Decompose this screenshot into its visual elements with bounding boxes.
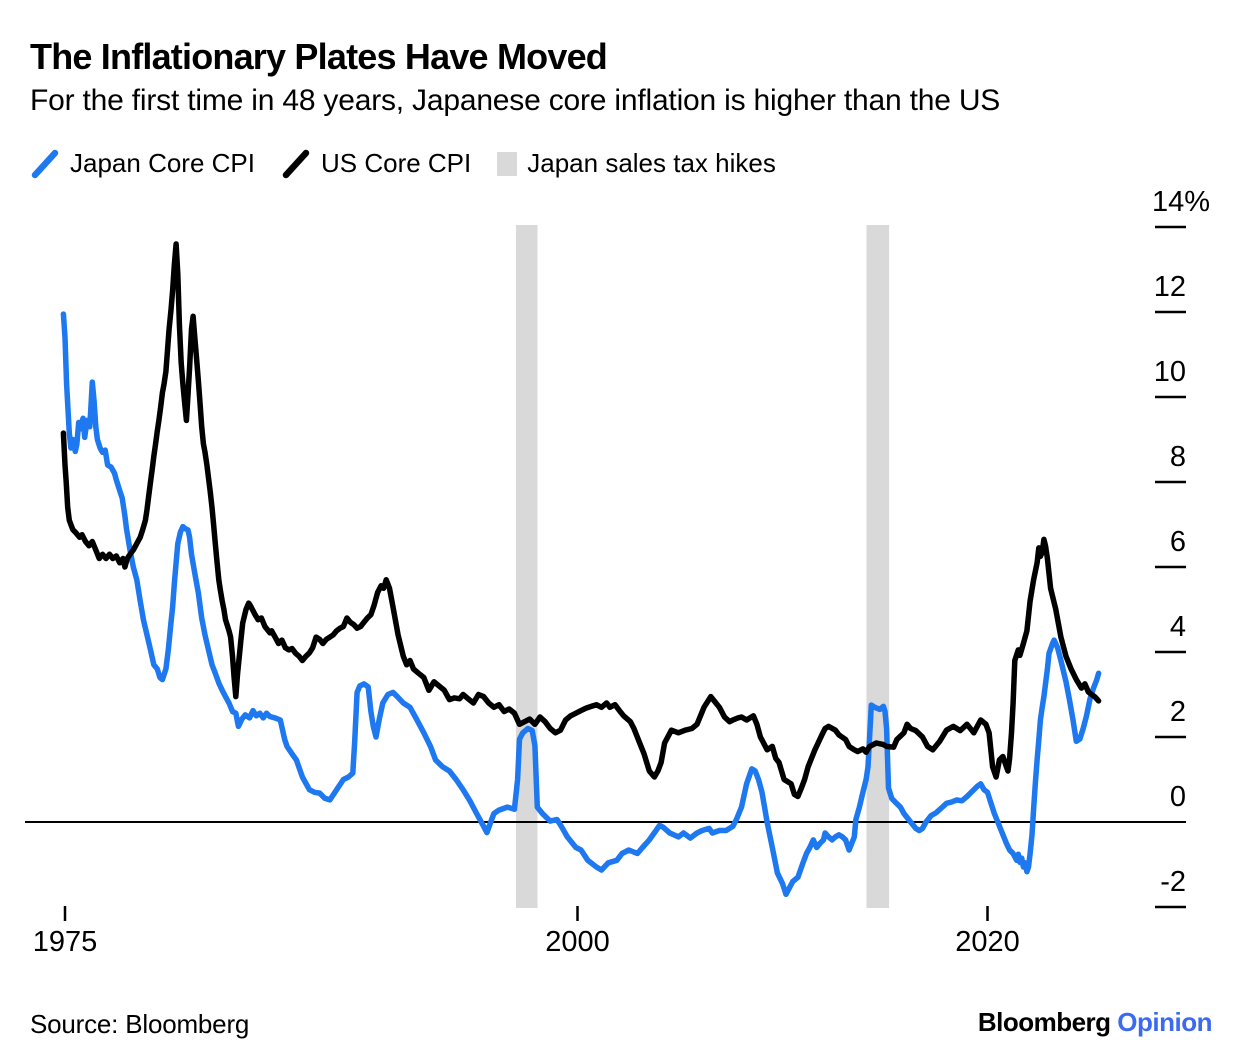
legend-item-us-core-cpi: US Core CPI — [281, 148, 471, 179]
y-axis-label: -2 — [1160, 866, 1186, 898]
y-axis-label: 6 — [1169, 526, 1186, 558]
legend-item-japan-core-cpi: Japan Core CPI — [30, 148, 255, 179]
source-note: Source: Bloomberg — [30, 1009, 250, 1039]
japan-sales-tax-hike-2014-band — [866, 225, 890, 908]
y-axis-label: 0 — [1169, 781, 1186, 813]
us-line-swatch-icon — [282, 149, 310, 178]
chart-subtitle: For the first time in 48 years, Japanese… — [30, 84, 1001, 117]
legend-label-tax-hikes: Japan sales tax hikes — [527, 148, 776, 178]
y-axis-label: 12 — [1153, 271, 1186, 303]
logo-bloomberg: Bloomberg — [977, 1007, 1111, 1037]
y-axis-label: 2 — [1169, 696, 1186, 728]
logo-opinion: Opinion — [1117, 1007, 1212, 1037]
legend-label-japan: Japan Core CPI — [70, 148, 255, 178]
bloomberg-opinion-logo: Bloomberg Opinion — [977, 1007, 1213, 1038]
x-axis-label: 2020 — [955, 926, 1020, 958]
us-core-cpi-line — [60, 241, 1102, 800]
y-axis-label: 4 — [1169, 611, 1186, 643]
tax-hike-band-swatch-icon — [497, 151, 518, 176]
y-axis-label: 8 — [1169, 441, 1186, 473]
japan-core-cpi-line — [60, 311, 1102, 898]
japan-line-swatch-icon — [31, 149, 59, 178]
japan-sales-tax-hike-1997-band — [516, 225, 538, 908]
legend-item-tax-hikes: Japan sales tax hikes — [497, 148, 776, 179]
y-axis-label: 14% — [1151, 186, 1210, 218]
y-axis-label: 10 — [1153, 356, 1186, 388]
x-axis-label: 1975 — [32, 926, 98, 958]
x-axis-label: 2000 — [545, 926, 610, 958]
chart-title: The Inflationary Plates Have Moved — [30, 36, 608, 77]
legend: Japan Core CPI US Core CPI Japan sales t… — [30, 148, 776, 179]
legend-label-us: US Core CPI — [320, 148, 472, 178]
